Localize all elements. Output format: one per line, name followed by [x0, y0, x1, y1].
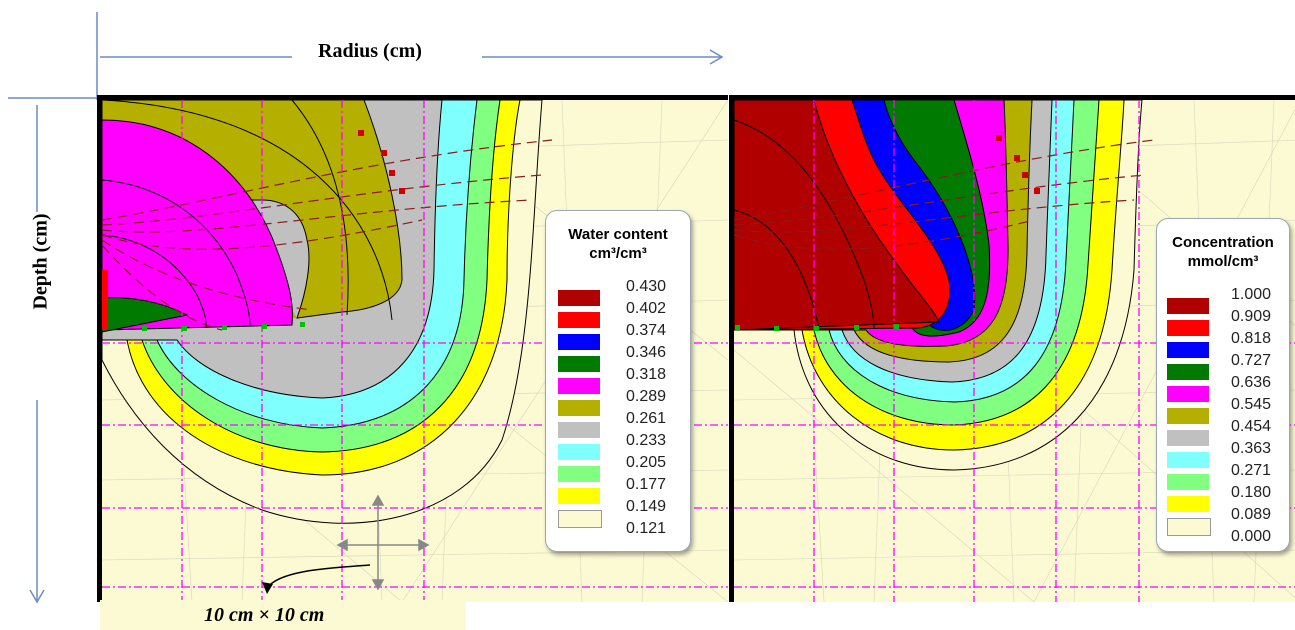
legend-swatch [1167, 408, 1209, 424]
water-content-legend: Water content cm³/cm³ 0.430 0.402 0.374 0.3… [545, 210, 691, 552]
legend-swatch [1167, 430, 1209, 446]
scale-pointer-arrow [262, 564, 371, 594]
legend-swatch [558, 378, 600, 394]
legend-swatch [558, 422, 600, 438]
legend-swatch [558, 312, 600, 328]
legend-swatch [1167, 452, 1209, 468]
legend-value: 0.180 [1231, 484, 1272, 501]
legend-row: 0.121 [546, 521, 690, 543]
legend-row: 0.180 [1157, 484, 1289, 512]
legend-swatch [558, 488, 600, 504]
legend-row: 0.318 [546, 366, 690, 394]
legend-value: 0.727 [1231, 352, 1272, 369]
legend-value: 0.000 [1231, 528, 1272, 545]
legend-value: 0.636 [1231, 374, 1272, 391]
legend-swatch [558, 466, 600, 482]
legend-value: 0.261 [626, 410, 667, 427]
legend-row: 0.149 [546, 498, 690, 528]
legend-value: 0.289 [626, 388, 667, 405]
legend-value: 0.205 [626, 454, 667, 471]
legend-swatch [1167, 474, 1209, 490]
water-content-plot: Water content cm³/cm³ 0.430 0.402 0.374 0.3… [97, 95, 728, 602]
legend-title: Concentration [1172, 234, 1274, 251]
legend-swatch [558, 400, 600, 416]
scale-label: 10 cm × 10 cm [100, 600, 466, 630]
legend-value: 0.454 [1231, 418, 1272, 435]
legend-row: 0.454 [1157, 418, 1289, 446]
legend-row: 0.363 [1157, 440, 1289, 468]
contour-band-0318 [102, 119, 293, 331]
legend-swatch [558, 510, 602, 528]
legend-value: 0.121 [626, 520, 667, 537]
legend-row: 0.089 [1157, 506, 1289, 536]
legend-row: 0.261 [546, 410, 690, 438]
legend-value: 0.346 [626, 344, 667, 361]
legend-row: 0.374 [546, 322, 690, 350]
depth-axis-arrow [29, 105, 45, 604]
legend-value: 0.363 [1231, 440, 1272, 457]
legend-value: 0.545 [1231, 396, 1272, 413]
concentration-plot: Concentration mmol/cm³ 1.000 0.909 0.818 0.… [729, 95, 1295, 602]
legend-value: 0.374 [626, 322, 667, 339]
legend-value: 0.149 [626, 498, 667, 515]
legend-unit: mmol/cm³ [1187, 253, 1259, 270]
legend-row: 0.909 [1157, 308, 1289, 336]
legend-row: 0.636 [1157, 374, 1289, 402]
legend-value: 1.000 [1231, 286, 1272, 303]
legend-swatch [1167, 518, 1211, 536]
legend-swatch [558, 334, 600, 350]
legend-row: 0.346 [546, 344, 690, 372]
legend-row: 1.000 [1157, 286, 1289, 314]
legend-swatch [1167, 496, 1209, 512]
legend-value: 0.089 [1231, 506, 1272, 523]
legend-row: 0.000 [1157, 529, 1289, 551]
legend-row: 0.271 [1157, 462, 1289, 490]
legend-row: 0.727 [1157, 352, 1289, 380]
legend-row: 0.545 [1157, 396, 1289, 424]
legend-value: 0.430 [626, 278, 667, 295]
legend-swatch [1167, 342, 1209, 358]
legend-value: 0.402 [626, 300, 667, 317]
legend-swatch [1167, 364, 1209, 380]
legend-swatch [558, 290, 600, 306]
legend-value: 0.233 [626, 432, 667, 449]
legend-swatch [1167, 320, 1209, 336]
legend-swatch [1167, 298, 1209, 314]
legend-value: 0.271 [1231, 462, 1272, 479]
legend-swatch [558, 356, 600, 372]
legend-value: 0.177 [626, 476, 667, 493]
legend-unit: cm³/cm³ [589, 245, 647, 262]
legend-row: 0.402 [546, 300, 690, 328]
legend-title: Water content [568, 226, 668, 243]
legend-swatch [558, 444, 600, 460]
legend-value: 0.909 [1231, 308, 1272, 325]
radius-axis-label: Radius (cm) [318, 40, 422, 62]
legend-row: 0.233 [546, 432, 690, 460]
legend-row: 0.289 [546, 388, 690, 416]
legend-row: 0.818 [1157, 330, 1289, 358]
concentration-legend: Concentration mmol/cm³ 1.000 0.909 0.818 0.… [1156, 218, 1290, 552]
contour-band-0346 [102, 297, 189, 333]
legend-value: 0.818 [1231, 330, 1272, 347]
legend-swatch [1167, 386, 1209, 402]
scale-cross-icon [336, 494, 430, 591]
legend-row: 0.430 [546, 278, 690, 306]
legend-row: 0.177 [546, 476, 690, 504]
legend-value: 0.318 [626, 366, 667, 383]
depth-axis-label: Depth (cm) [29, 213, 52, 310]
legend-row: 0.205 [546, 454, 690, 482]
